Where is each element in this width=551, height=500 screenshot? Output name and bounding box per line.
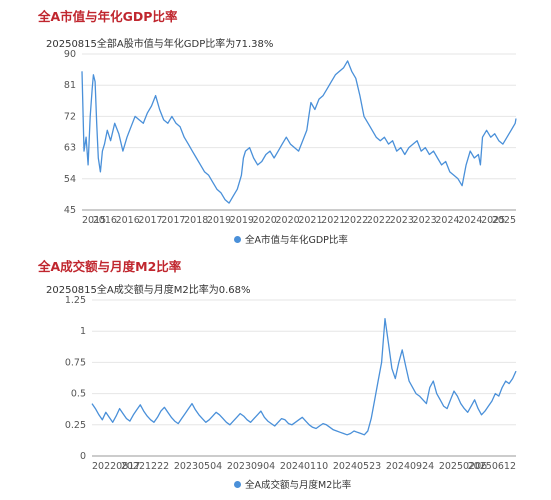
- chart1-x-tick-label: 2021: [321, 215, 345, 226]
- chart1-x-tick-label: 2015: [82, 215, 106, 226]
- chart2-legend: 全A成交额与月度M2比率: [234, 477, 351, 491]
- chart2-series-line: [91, 318, 517, 436]
- chart2-y-tick-label: 0: [80, 451, 86, 462]
- chart1-legend: 全A市值与年化GDP比率: [234, 232, 348, 246]
- chart2-y-tick-label: 1: [80, 326, 86, 337]
- chart1-legend-label: 全A市值与年化GDP比率: [245, 235, 348, 246]
- chart1-y-tick-label: 54: [64, 174, 76, 185]
- chart1-section-title: 全A市值与年化GDP比率: [38, 9, 178, 24]
- chart1-x-tick-label: 2024: [435, 215, 459, 226]
- chart1-y-tick-label: 90: [64, 49, 76, 60]
- chart2-x-tick-label: 20250612: [468, 461, 516, 472]
- chart1-x-tick-label: 2025: [492, 215, 516, 226]
- chart1-x-tick-label: 2025: [481, 215, 505, 226]
- chart1-x-tick-label: 2016: [93, 215, 117, 226]
- chart1-y-tick-label: 63: [64, 143, 76, 154]
- chart2-y-tick-label: 1.25: [65, 295, 86, 306]
- chart2-x-tick-label: 20221222: [121, 461, 169, 472]
- chart1-x-tick-label: 2021: [298, 215, 322, 226]
- chart1-y-tick-label: 45: [64, 205, 76, 216]
- chart1-x-tick-label: 2022: [344, 215, 368, 226]
- chart2-x-tick-label: 20240924: [386, 461, 434, 472]
- chart1-plot: 4554637281902015201620162017201720182019…: [64, 49, 517, 226]
- chart1-x-tick-label: 2022: [367, 215, 391, 226]
- chart2-subtitle: 20250815全A成交额与月度M2比率为0.68%: [46, 285, 251, 296]
- chart1-legend-marker-icon: [234, 235, 241, 243]
- chart1-series-line: [81, 60, 517, 204]
- chart1-x-tick-label: 2019: [230, 215, 254, 226]
- chart1-x-tick-label: 2017: [161, 215, 185, 226]
- chart1-y-tick-label: 72: [64, 111, 76, 122]
- chart1-subtitle: 20250815全部A股市值与年化GDP比率为71.38%: [46, 39, 274, 50]
- chart2-y-tick-label: 0.5: [71, 389, 86, 400]
- chart1-x-tick-label: 2018: [184, 215, 208, 226]
- chart1-x-tick-label: 2020: [275, 215, 299, 226]
- chart1-y-tick-label: 81: [64, 80, 76, 91]
- chart1-x-tick-label: 2019: [207, 215, 231, 226]
- chart1-x-tick-label: 2016: [116, 215, 140, 226]
- chart2-y-tick-label: 0.75: [65, 357, 86, 368]
- chart2-y-tick-label: 0.25: [65, 420, 86, 431]
- chart2-x-tick-label: 20230904: [227, 461, 275, 472]
- chart2-x-tick-label: 20250206: [439, 461, 487, 472]
- chart2-section-title: 全A成交额与月度M2比率: [38, 259, 182, 274]
- chart2-legend-marker-icon: [234, 480, 241, 488]
- chart2-legend-label: 全A成交额与月度M2比率: [245, 480, 352, 491]
- chart1-x-tick-label: 2023: [390, 215, 414, 226]
- chart2-x-tick-label: 20240523: [333, 461, 381, 472]
- chart2-x-tick-label: 20240110: [280, 461, 328, 472]
- chart1-x-tick-label: 2017: [138, 215, 162, 226]
- chart1-x-tick-label: 2024: [458, 215, 482, 226]
- chart2-x-tick-label: 20220817: [92, 461, 140, 472]
- chart1-x-tick-label: 2023: [413, 215, 437, 226]
- chart1-x-tick-label: 2020: [253, 215, 277, 226]
- chart2-x-tick-label: 20230504: [174, 461, 222, 472]
